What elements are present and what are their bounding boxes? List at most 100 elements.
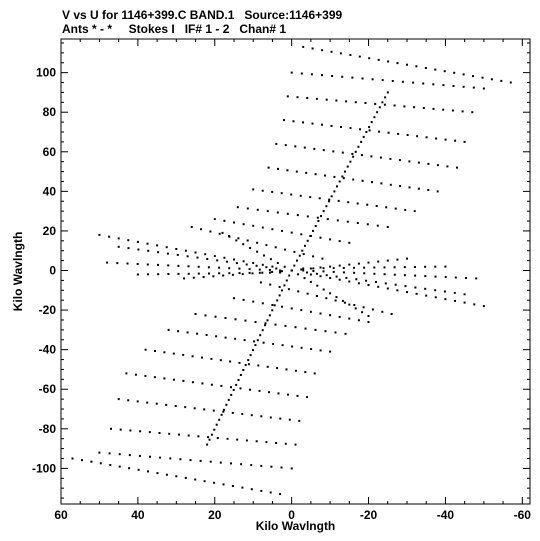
data-point xyxy=(294,145,297,148)
data-point xyxy=(109,464,112,466)
data-point xyxy=(322,149,325,152)
data-point xyxy=(219,461,222,464)
data-point xyxy=(451,109,454,112)
data-point xyxy=(424,287,427,290)
data-point xyxy=(375,205,378,207)
data-point xyxy=(314,328,317,331)
data-point xyxy=(207,436,210,439)
data-point xyxy=(393,266,396,269)
data-point xyxy=(367,261,370,264)
data-point xyxy=(293,250,296,253)
x-tick-label: -20 xyxy=(360,508,378,522)
data-point xyxy=(352,178,355,181)
data-point xyxy=(275,442,278,444)
data-point xyxy=(415,65,418,68)
data-point xyxy=(406,63,408,66)
data-point xyxy=(210,433,213,436)
data-point xyxy=(213,428,216,431)
data-point xyxy=(296,214,299,217)
data-point xyxy=(315,97,318,100)
data-point xyxy=(325,274,328,277)
data-point xyxy=(269,258,272,261)
data-point xyxy=(444,298,447,301)
data-point xyxy=(351,76,354,79)
data-point xyxy=(249,247,252,249)
data-point xyxy=(258,271,261,274)
data-point xyxy=(155,402,158,405)
data-point xyxy=(378,106,381,109)
data-point xyxy=(319,275,322,278)
data-point xyxy=(344,332,347,335)
data-point xyxy=(241,486,244,489)
data-point xyxy=(206,258,209,260)
data-point xyxy=(279,269,282,272)
data-point xyxy=(271,309,274,312)
data-point xyxy=(146,401,149,404)
data-point xyxy=(294,326,297,329)
data-point xyxy=(241,273,244,276)
data-point xyxy=(156,472,159,475)
data-point xyxy=(304,244,306,247)
data-point xyxy=(127,247,130,250)
data-point xyxy=(275,267,278,270)
data-point xyxy=(234,318,237,321)
data-point xyxy=(473,303,476,306)
data-point xyxy=(264,324,267,327)
data-point xyxy=(231,273,234,276)
data-point xyxy=(361,179,364,182)
data-point xyxy=(351,152,354,155)
data-point xyxy=(241,413,244,415)
data-point xyxy=(376,224,379,227)
data-point xyxy=(261,302,264,305)
data-point xyxy=(228,267,231,270)
data-point xyxy=(172,352,175,355)
data-point xyxy=(375,281,377,283)
data-point xyxy=(333,175,336,178)
data-point xyxy=(250,464,253,467)
data-point xyxy=(118,465,121,468)
data-point xyxy=(291,345,294,348)
data-point xyxy=(317,220,320,222)
data-point xyxy=(303,146,306,149)
data-point xyxy=(396,289,399,292)
data-point xyxy=(177,330,180,333)
data-point xyxy=(356,202,359,205)
data-point xyxy=(99,462,102,465)
data-point xyxy=(212,409,215,412)
data-point xyxy=(137,248,140,251)
data-point xyxy=(321,257,324,260)
data-point xyxy=(413,266,416,268)
x-tick-label: 40 xyxy=(131,508,145,522)
data-point xyxy=(377,285,380,288)
data-point xyxy=(325,98,328,101)
data-point xyxy=(237,379,240,381)
data-point xyxy=(288,274,291,277)
data-point xyxy=(206,443,209,446)
data-point xyxy=(472,86,475,89)
data-point xyxy=(276,367,279,370)
data-point xyxy=(383,266,386,269)
data-point xyxy=(236,206,239,209)
data-point xyxy=(306,292,309,295)
data-point xyxy=(231,411,234,414)
data-point xyxy=(377,58,380,61)
data-point xyxy=(361,311,364,314)
data-point xyxy=(147,273,149,276)
data-point xyxy=(367,315,370,317)
data-point xyxy=(230,386,232,389)
data-point xyxy=(286,169,289,172)
data-point xyxy=(425,294,428,297)
data-point xyxy=(270,465,273,468)
data-point xyxy=(333,190,336,193)
data-point xyxy=(427,189,430,191)
x-tick-label: 20 xyxy=(208,508,222,522)
data-point xyxy=(377,260,380,263)
data-point xyxy=(324,330,327,333)
data-point xyxy=(261,189,264,192)
data-point xyxy=(272,343,275,345)
data-point xyxy=(81,459,83,462)
data-point xyxy=(408,160,411,163)
data-point xyxy=(260,489,263,492)
data-point xyxy=(312,255,315,258)
data-point xyxy=(250,414,253,417)
